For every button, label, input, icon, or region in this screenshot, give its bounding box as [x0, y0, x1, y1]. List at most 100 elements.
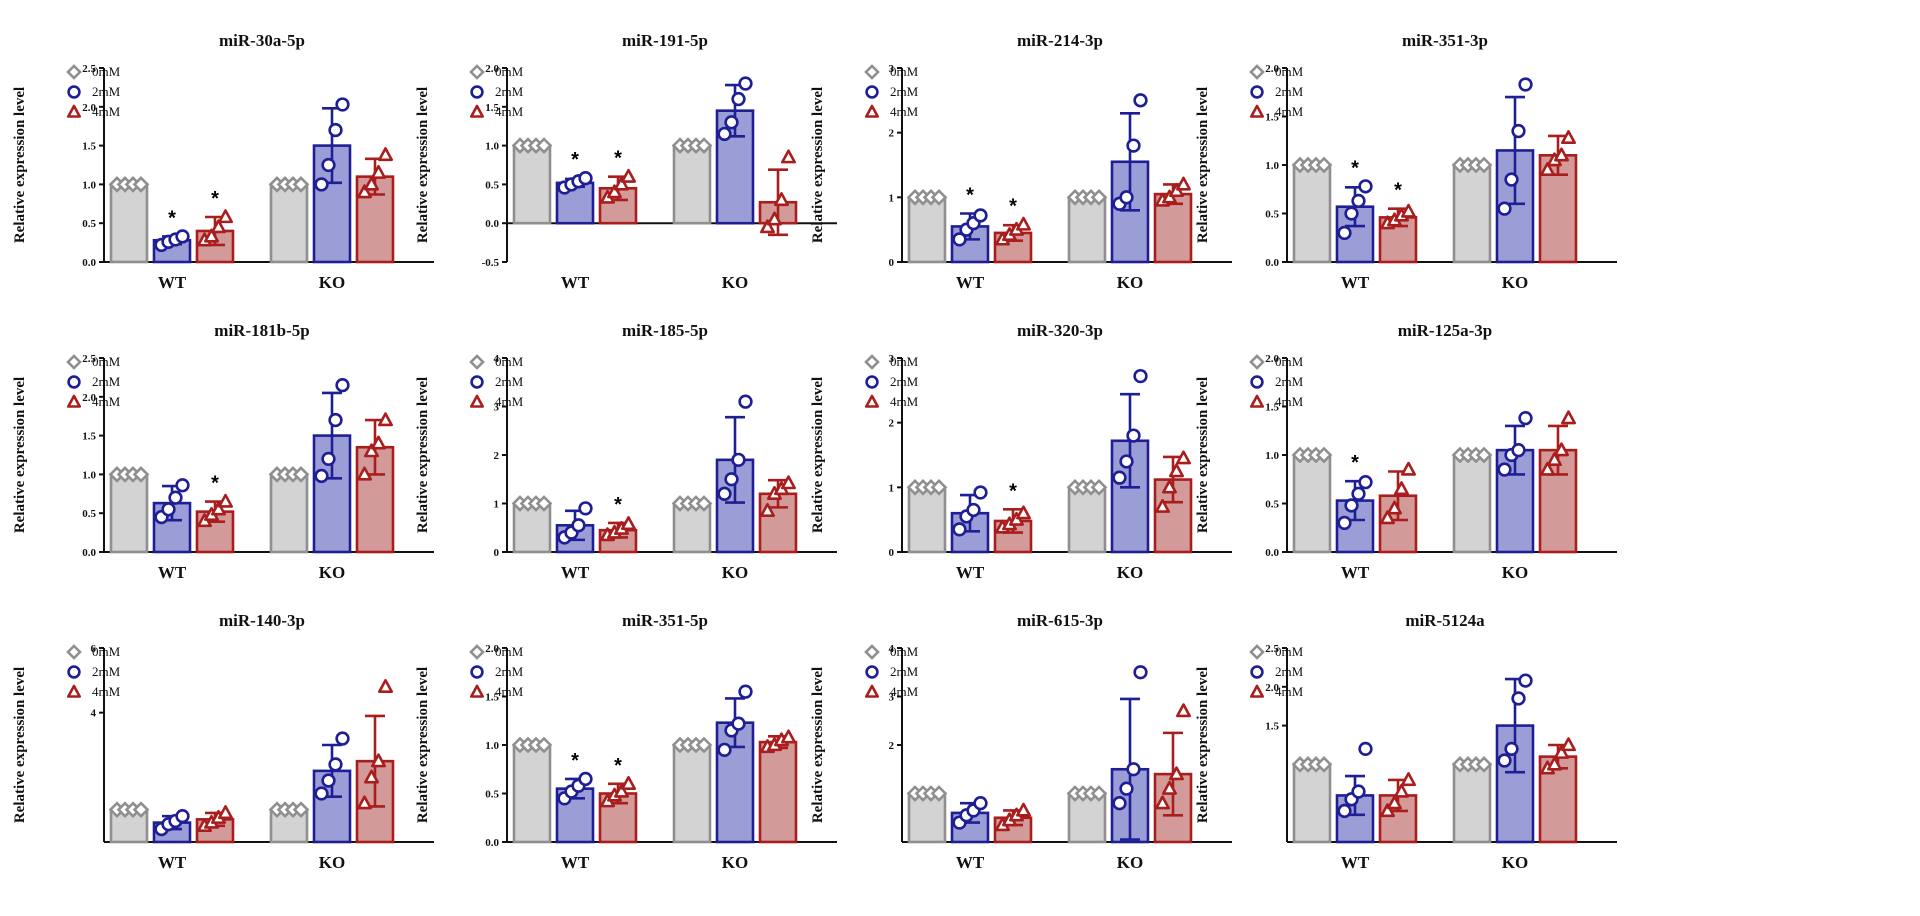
data-point	[1090, 785, 1108, 802]
legend-marker-4mM	[865, 394, 880, 408]
data-point	[973, 796, 988, 811]
y-tick-label: 2.0	[1265, 682, 1279, 694]
data-point	[973, 485, 988, 500]
y-tick-label: 0.0	[485, 218, 499, 230]
legend-marker-2mM	[67, 665, 81, 679]
legend-label: 0mM	[92, 64, 121, 79]
data-point	[781, 149, 796, 164]
x-tick-label: KO	[319, 853, 345, 872]
data-point	[357, 184, 372, 199]
y-tick-label: 0.5	[82, 218, 96, 230]
legend-label: 2mM	[890, 374, 919, 389]
chart-panel-1: miR-30a-5p Relative expression level 0.0 0.…	[12, 31, 434, 292]
data-point	[731, 452, 746, 467]
y-axis-label: Relative expression level	[810, 377, 826, 533]
data-point	[1337, 515, 1352, 531]
significance-marker: *	[1009, 195, 1017, 217]
data-point	[607, 184, 622, 199]
data-point	[717, 742, 732, 757]
data-point	[1497, 462, 1512, 477]
data-point	[930, 478, 948, 496]
legend-label: 4mM	[92, 684, 121, 699]
data-point	[328, 412, 343, 428]
y-tick-label: 0.5	[1265, 499, 1279, 511]
data-point	[731, 91, 746, 107]
data-point	[1169, 766, 1184, 781]
data-point	[378, 147, 393, 162]
data-point	[1504, 172, 1519, 187]
significance-marker: *	[614, 494, 622, 516]
data-point	[578, 501, 593, 516]
y-axis-label: Relative expression level	[1195, 667, 1211, 823]
data-point	[1090, 478, 1108, 496]
data-point	[1351, 784, 1366, 799]
y-tick-label: 1.5	[82, 141, 96, 153]
x-tick-label: WT	[158, 563, 187, 582]
y-tick-label: 1.0	[82, 179, 96, 191]
bar-0mM-WT	[109, 473, 149, 554]
y-tick-label: 2	[889, 128, 895, 140]
bar-0mM-WT	[907, 196, 947, 264]
data-point	[1112, 470, 1127, 485]
data-point	[717, 126, 732, 142]
x-tick-label: WT	[956, 853, 985, 872]
data-point	[535, 736, 553, 754]
legend-label: 4mM	[1275, 684, 1304, 699]
data-point	[1394, 481, 1409, 496]
significance-marker: *	[211, 473, 219, 495]
data-point	[1337, 803, 1352, 819]
significance-marker: *	[571, 149, 579, 171]
y-axis-label: Relative expression level	[810, 667, 826, 823]
legend-marker-0mM	[1249, 64, 1265, 80]
y-tick-label: 4	[494, 353, 500, 365]
data-point	[335, 97, 350, 112]
y-tick-label: 2.0	[1265, 353, 1279, 365]
y-tick-label: 0.5	[485, 179, 499, 191]
legend-label: 4mM	[1275, 394, 1304, 409]
data-point	[760, 502, 775, 517]
data-point	[1518, 77, 1533, 92]
legend-label: 0mM	[495, 644, 524, 659]
y-tick-label: 1.5	[485, 692, 499, 704]
x-tick-label: WT	[1341, 563, 1370, 582]
data-point	[1387, 795, 1402, 810]
data-point	[1126, 428, 1141, 443]
chart-title: miR-320-3p	[1017, 321, 1103, 340]
data-point	[1016, 505, 1031, 520]
y-tick-label: 0.0	[1265, 547, 1279, 559]
legend-label: 2mM	[890, 84, 919, 99]
y-tick-label: 1	[494, 499, 500, 511]
data-point	[1162, 780, 1177, 795]
legend-marker-0mM	[1249, 644, 1265, 660]
data-point	[724, 472, 739, 487]
data-point	[781, 729, 796, 744]
bar-0mM-KO	[269, 183, 309, 264]
y-tick-label: 0	[494, 547, 500, 559]
bar-2mM-KO	[1495, 724, 1535, 844]
legend-label: 2mM	[92, 664, 121, 679]
legend-label: 4mM	[890, 684, 919, 699]
legend-label: 0mM	[1275, 644, 1304, 659]
y-tick-label: 1.0	[82, 469, 96, 481]
data-point	[1133, 93, 1148, 108]
data-point	[1511, 123, 1526, 139]
legend-marker-2mM	[865, 85, 879, 99]
data-point	[738, 684, 753, 699]
data-point	[1401, 461, 1416, 476]
chart-title: miR-351-5p	[622, 611, 708, 630]
chart-panel-11: miR-615-3p Relative expression level 2 3 4 WT…	[810, 611, 1232, 872]
data-point	[1380, 510, 1395, 525]
significance-marker: *	[1351, 452, 1359, 474]
chart-title: miR-191-5p	[622, 31, 708, 50]
data-point	[614, 176, 629, 191]
y-tick-label: 6	[91, 643, 97, 655]
x-tick-label: KO	[722, 273, 748, 292]
data-point	[1119, 454, 1134, 469]
y-tick-label: 2.0	[1265, 63, 1279, 75]
legend-marker-2mM	[470, 665, 484, 679]
legend-marker-0mM	[66, 64, 82, 80]
y-tick-label: 1.0	[1265, 160, 1279, 172]
data-point	[1561, 410, 1576, 425]
data-point	[292, 466, 310, 483]
